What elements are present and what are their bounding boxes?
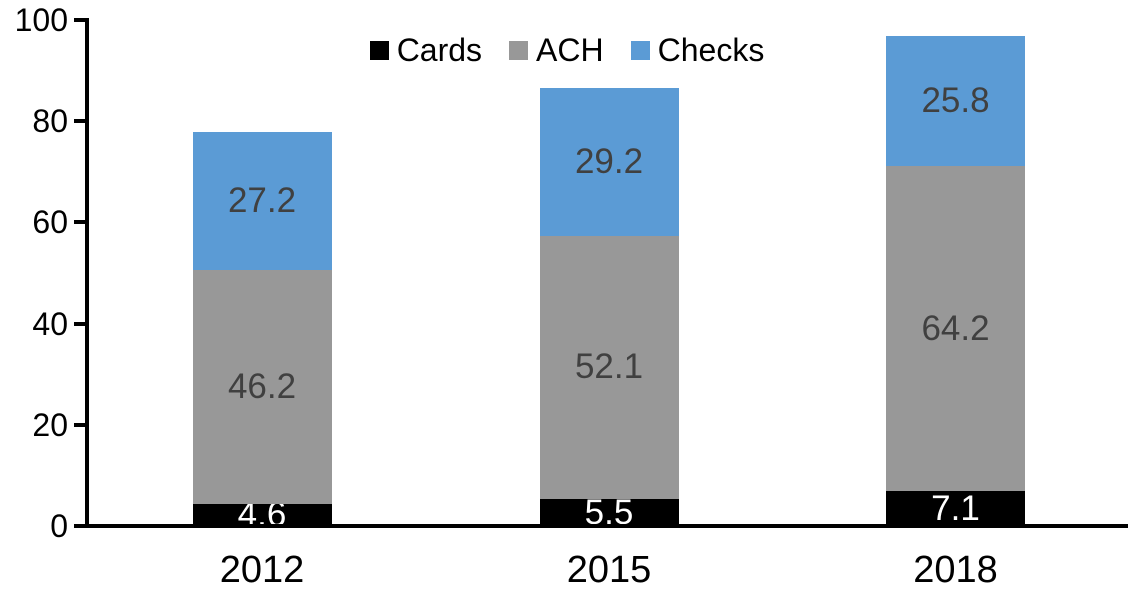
bar-segment-label: 25.8 <box>921 80 990 120</box>
bar-segment-label: 64.2 <box>921 308 990 348</box>
y-tick-label: 40 <box>32 305 68 342</box>
x-axis-label-2012: 2012 <box>219 549 305 591</box>
bar-segment-ach-2015: 52.1 <box>539 235 679 500</box>
bar-segment-label: 5.5 <box>584 493 634 533</box>
bar-segment-label: 46.2 <box>227 366 297 406</box>
y-tick-label: 100 <box>14 2 68 38</box>
legend-label-checks: Checks <box>657 32 765 68</box>
y-tick <box>74 220 85 225</box>
y-tick-label: 60 <box>32 204 68 241</box>
legend-label-ach: ACH <box>536 32 604 68</box>
x-axis-line <box>85 524 1128 528</box>
x-axis-label-2015: 2015 <box>566 549 652 591</box>
checks-swatch-icon <box>630 40 650 60</box>
y-tick <box>74 119 85 124</box>
bar-segment-ach-2012: 46.2 <box>192 269 332 504</box>
y-tick <box>74 422 85 427</box>
y-tick <box>74 321 85 326</box>
bar-segment-checks-2018: 25.8 <box>886 35 1025 167</box>
bar-segment-label: 29.2 <box>574 141 644 181</box>
y-axis-line <box>85 18 89 528</box>
chart-legend: Cards ACH Checks <box>0 33 1134 67</box>
y-tick-label: 20 <box>32 406 68 443</box>
bar-segment-label: 52.1 <box>574 347 644 387</box>
legend-item-cards: Cards <box>369 32 483 68</box>
bar-segment-checks-2015: 29.2 <box>539 87 679 236</box>
y-tick <box>74 524 85 528</box>
bar-segment-ach-2018: 64.2 <box>886 166 1025 492</box>
legend-item-ach: ACH <box>509 33 604 67</box>
x-axis-label-2018: 2018 <box>913 549 998 591</box>
bar-segment-checks-2012: 27.2 <box>192 132 332 270</box>
legend-label-cards: Cards <box>396 32 483 68</box>
ach-swatch-icon <box>509 40 529 60</box>
bar-segment-label: 27.2 <box>227 181 297 221</box>
bar-segment-label: 7.1 <box>931 489 980 529</box>
cards-swatch-icon <box>369 40 389 60</box>
y-tick-label: 80 <box>32 103 68 140</box>
y-tick <box>74 18 85 22</box>
bar-segment-cards-2015: 5.5 <box>539 493 679 533</box>
legend-item-checks: Checks <box>630 32 765 68</box>
y-tick-label: 0 <box>50 508 68 544</box>
bar-segment-cards-2018: 7.1 <box>886 489 1025 529</box>
